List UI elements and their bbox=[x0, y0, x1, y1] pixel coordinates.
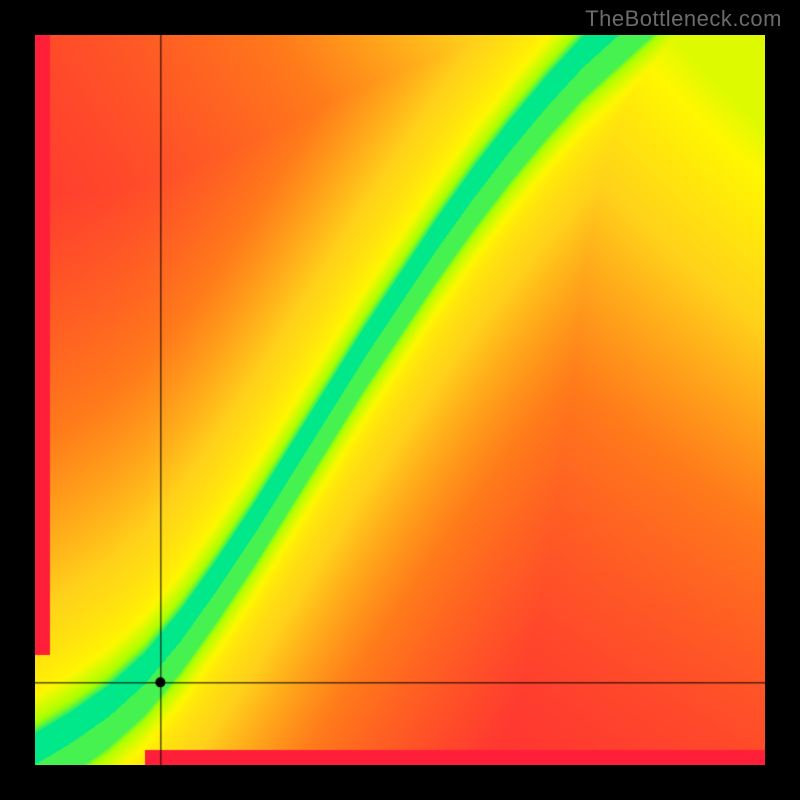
bottleneck-heatmap bbox=[35, 35, 765, 765]
watermark-text: TheBottleneck.com bbox=[585, 6, 782, 32]
chart-container: TheBottleneck.com bbox=[0, 0, 800, 800]
